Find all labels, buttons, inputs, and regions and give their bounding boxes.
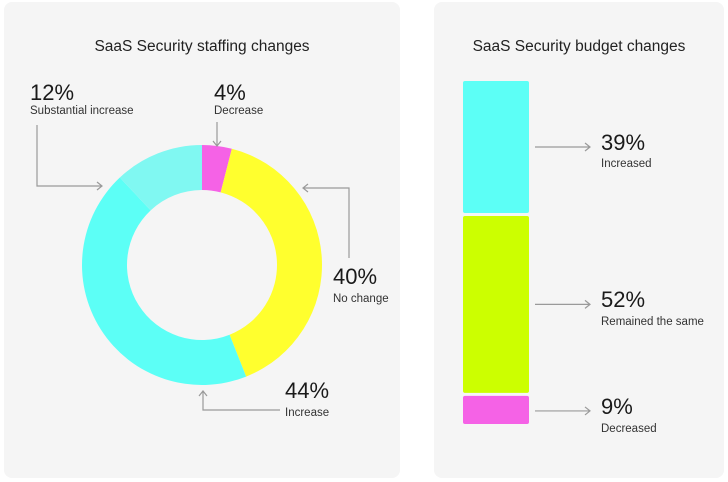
leader-substantial-increase — [36, 125, 103, 191]
bar-segment-increased — [463, 81, 529, 213]
label-pct-decrease: 4% — [214, 80, 246, 105]
leader-no-change — [302, 183, 350, 258]
donut-slice-increase — [81, 177, 247, 385]
budget-title: SaaS Security budget changes — [473, 38, 686, 55]
donut-slice-substantial-increase — [119, 145, 202, 211]
label-increase: Increase — [285, 407, 329, 419]
leader-increase — [198, 390, 280, 411]
bar-segment-decreased — [463, 395, 529, 424]
leader-decreased — [535, 406, 591, 416]
leader-remained-the-same — [535, 299, 591, 309]
label-decreased: Decreased — [601, 423, 657, 435]
label-pct-remained: 52% — [601, 287, 645, 312]
donut-slice-decrease — [202, 145, 232, 193]
label-pct-increased: 39% — [601, 130, 645, 155]
stacked-bar — [463, 81, 529, 424]
donut-slice-no-change — [220, 148, 323, 377]
label-pct-increase: 44% — [285, 378, 329, 403]
leader-increased — [535, 142, 591, 152]
label-pct-substantial-increase: 12% — [30, 80, 74, 105]
label-pct-decreased: 9% — [601, 394, 633, 419]
label-substantial-increase: Substantial increase — [30, 105, 134, 117]
donut-chart — [81, 145, 323, 385]
label-decrease: Decrease — [214, 105, 263, 117]
label-remained: Remained the same — [601, 316, 704, 328]
label-increased: Increased — [601, 158, 652, 170]
label-no-change: No change — [333, 293, 389, 305]
leader-decrease — [212, 122, 222, 147]
label-pct-no-change: 40% — [333, 264, 377, 289]
staffing-title: SaaS Security staffing changes — [94, 38, 309, 55]
bar-segment-remained-the-same — [463, 215, 529, 393]
staffing-panel — [4, 2, 400, 478]
